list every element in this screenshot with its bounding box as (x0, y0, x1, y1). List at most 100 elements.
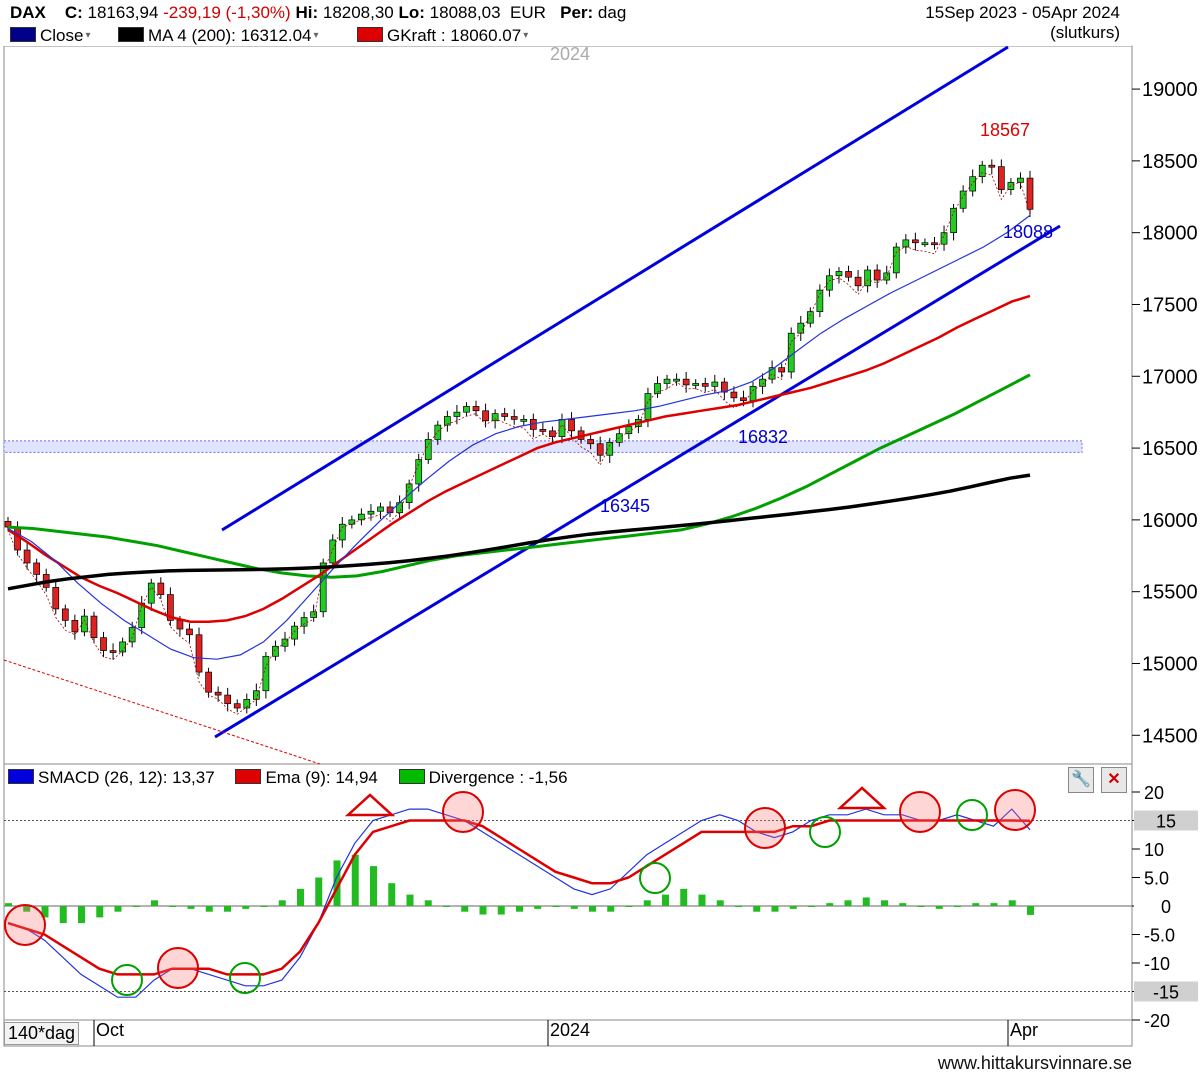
buy-signal-circle (111, 964, 143, 996)
candle-body (558, 419, 566, 437)
divergence-bar (388, 883, 396, 906)
candle-body (338, 523, 346, 541)
divergence-bar (424, 900, 432, 906)
ma200-line (7, 473, 1031, 591)
divergence-bar (643, 900, 651, 906)
divergence-bar (935, 906, 943, 909)
divergence-bar (59, 906, 67, 924)
candle-body (195, 634, 203, 673)
upper-channel-line (221, 45, 1009, 532)
y-tick-label: 18500 (1142, 151, 1198, 173)
chevron-down-icon[interactable]: ▾ (85, 30, 91, 41)
buy-signal-circle (956, 799, 988, 831)
sell-signal-circle (157, 947, 199, 989)
divergence-bar (789, 906, 797, 909)
candle-body (826, 275, 833, 291)
candle-body (444, 416, 451, 426)
candle-body (167, 594, 174, 621)
divergence-bar (224, 906, 231, 912)
macd-tag-label: 0 (1161, 897, 1171, 917)
candle-body (797, 322, 805, 334)
candle-body (663, 378, 671, 384)
buy-signal-circle (809, 816, 841, 848)
divergence-bar (954, 906, 961, 907)
gkraft-line (7, 294, 1031, 624)
sell-signal-circle (4, 904, 46, 946)
candle-body (959, 190, 967, 209)
gkraft-swatch (357, 27, 383, 42)
wrench-icon[interactable]: 🔧 (1068, 767, 1094, 793)
divergence-bar (771, 906, 779, 912)
divergence-bar (808, 906, 815, 907)
legend-close-label: Close (40, 26, 84, 45)
x-tick-label: 2024 (550, 1020, 590, 1040)
candle-body (806, 311, 814, 324)
y-tick-label: 19000 (1142, 79, 1198, 101)
macd-tag-label: -15 (1153, 983, 1179, 1003)
sell-signal-circle (899, 791, 941, 833)
close-swatch (10, 27, 36, 42)
candle-body (969, 176, 977, 192)
candle-body (81, 615, 88, 633)
candle-body (673, 378, 680, 382)
warning-triangle (836, 786, 888, 810)
divergence-bar (826, 903, 834, 906)
candle-body (52, 587, 60, 610)
macd-y-label: 5.0 (1144, 869, 1169, 889)
candle-body (873, 269, 881, 281)
candle-body (520, 419, 528, 422)
legend-divergence-label: Divergence : -1,56 (428, 768, 568, 787)
change-value: -239,19 (-1,30%) (163, 3, 291, 22)
y-tick-label: 16000 (1142, 510, 1198, 532)
buy-signal-circle (639, 862, 671, 894)
x-axis-frame (3, 1019, 1133, 1047)
candle-body (539, 429, 547, 432)
candle-body (501, 413, 509, 417)
divergence-bar (333, 860, 341, 906)
candle-body (147, 582, 155, 604)
year-label: 2024 (550, 44, 590, 64)
divergence-bar (716, 900, 724, 906)
candle-body (568, 419, 575, 432)
legend-gkraft[interactable]: GKraft : 18060.07 ▾ (357, 26, 529, 45)
macd-plot-frame (3, 763, 1133, 1021)
candle-body (224, 694, 232, 705)
candle-body (482, 410, 489, 422)
close-value: 18163,94 (87, 3, 159, 22)
quote-line: DAX C: 18163,94 -239,19 (-1,30%) Hi: 182… (10, 3, 626, 23)
x-tick-label: Apr (1010, 1020, 1038, 1040)
candle-body (434, 424, 442, 440)
high-value: 18208,30 (322, 3, 394, 22)
macd-tag-label: 15 (1156, 812, 1176, 832)
candle-body (606, 441, 614, 456)
chevron-down-icon[interactable]: ▾ (313, 30, 319, 41)
divergence-bar (899, 903, 907, 906)
macd-tag-bg (1134, 896, 1198, 916)
ma-swatch (118, 27, 144, 42)
divergence-bar (607, 906, 615, 912)
candle-body (310, 611, 317, 618)
candle-body (816, 289, 824, 313)
candle-body (4, 520, 12, 528)
legend-ema[interactable]: Ema (9): 14,94 (235, 768, 378, 787)
candle-body (358, 513, 365, 521)
divergence-bar (132, 906, 140, 907)
chevron-down-icon[interactable]: ▾ (523, 30, 529, 41)
divergence-bar (680, 888, 688, 906)
warning-triangle (344, 793, 396, 817)
close-icon[interactable]: ✕ (1101, 767, 1127, 793)
candle-body (883, 272, 891, 281)
legend-close[interactable]: Close ▾ (10, 26, 91, 45)
candle-body (730, 391, 738, 399)
candle-body (71, 620, 79, 633)
divergence-bar (972, 903, 980, 906)
ma-blue-line (7, 214, 1031, 660)
legend-divergence[interactable]: Divergence : -1,56 (398, 768, 568, 787)
legend-smacd[interactable]: SMACD (26, 12): 13,37 (8, 768, 215, 787)
candle-body (23, 549, 31, 564)
legend-ma[interactable]: MA 4 (200): 16312.04 ▾ (118, 26, 319, 45)
sell-signal-circle (744, 807, 786, 849)
y-tick-label: 17000 (1142, 366, 1198, 388)
candle-body (596, 443, 604, 456)
source-url[interactable]: www.hittakursvinnare.se (937, 1053, 1132, 1073)
